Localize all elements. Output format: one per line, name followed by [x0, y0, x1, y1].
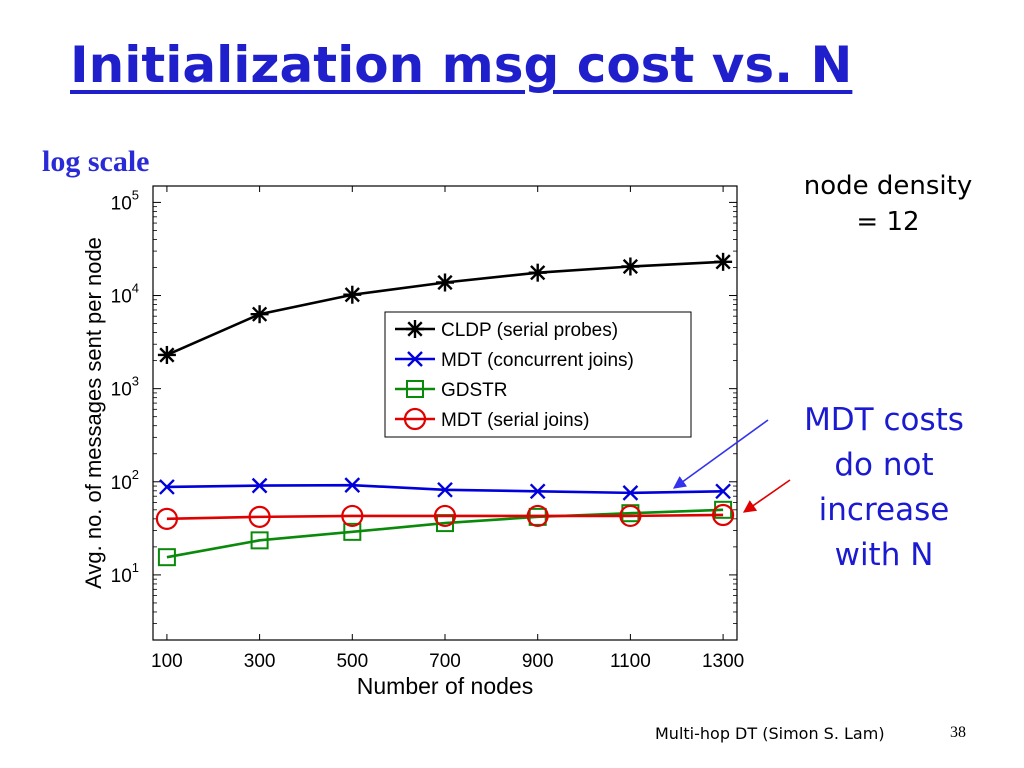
data-point-mdt-serial-joins: [433, 504, 457, 528]
legend-label-mdt-concurrent-joins: MDT (concurrent joins): [441, 350, 634, 371]
log-scale-note: log scale: [42, 145, 150, 178]
data-point-cldp-serial-probes: [250, 305, 269, 324]
y-tick-label: 105: [111, 187, 139, 214]
y-tick-label: 103: [111, 374, 139, 401]
data-point-mdt-serial-joins: [155, 507, 179, 530]
y-tick-label: 102: [111, 467, 139, 494]
data-point-mdt-concurrent-joins: [529, 483, 546, 500]
x-tick-label: 700: [429, 651, 461, 672]
data-point-mdt-serial-joins: [619, 504, 642, 528]
data-point-gdstr: [157, 548, 176, 567]
data-point-cldp-serial-probes: [436, 273, 454, 292]
mdt-callout: MDT costs do not increase with N: [768, 398, 1000, 578]
data-point-cldp-serial-probes: [528, 263, 547, 282]
node-density-line-1: node density: [803, 171, 973, 201]
x-tick-label: 300: [244, 651, 276, 672]
y-tick-label: 104: [111, 281, 139, 308]
x-tick-label: 1300: [702, 651, 744, 672]
series-line-gdstr: [166, 508, 724, 559]
data-point-mdt-concurrent-joins: [437, 481, 453, 498]
callout-arrow-blue: [672, 419, 769, 489]
x-tick-label: 1100: [610, 651, 651, 672]
data-point-mdt-concurrent-joins: [344, 477, 361, 494]
series-line-mdt-serial-joins: [166, 513, 724, 521]
legend-marker-mdt-serial-joins: [403, 407, 427, 431]
legend-label-mdt-serial-joins: MDT (serial joins): [441, 410, 590, 431]
callout-line-3: increase: [818, 492, 950, 528]
callout-arrow-red: [742, 479, 791, 513]
data-point-mdt-concurrent-joins: [159, 479, 175, 495]
data-point-cldp-serial-probes: [157, 345, 176, 364]
x-tick-label: 100: [151, 651, 183, 672]
data-point-mdt-serial-joins: [711, 503, 735, 527]
data-point-cldp-serial-probes: [343, 285, 362, 304]
legend-box: [384, 311, 692, 438]
data-point-mdt-serial-joins: [341, 504, 364, 528]
callout-line-2: do not: [834, 447, 934, 483]
x-tick-label: 500: [336, 651, 368, 672]
data-point-mdt-concurrent-joins: [715, 483, 731, 500]
footer-text: Multi-hop DT (Simon S. Lam): [655, 724, 885, 743]
data-point-mdt-serial-joins: [526, 504, 549, 528]
page-number: 38: [950, 724, 966, 741]
y-axis-label: Avg. no. of messages sent per node: [81, 237, 106, 589]
data-point-mdt-concurrent-joins: [622, 485, 639, 501]
data-point-gdstr: [343, 522, 362, 541]
legend-marker-cldp-serial-probes: [406, 320, 424, 338]
legend-marker-gdstr: [406, 380, 424, 398]
y-tick-label: 101: [111, 560, 139, 587]
slide-title: Initialization msg cost vs. N: [70, 36, 853, 94]
node-density-note: node density = 12: [768, 168, 1008, 240]
x-tick-label: 900: [522, 651, 554, 672]
data-point-mdt-serial-joins: [248, 505, 271, 528]
x-axis-label: Number of nodes: [357, 673, 533, 699]
data-point-cldp-serial-probes: [621, 257, 640, 276]
legend-label-gdstr: GDSTR: [441, 380, 508, 401]
data-point-mdt-concurrent-joins: [251, 477, 268, 494]
callout-line-1: MDT costs: [804, 402, 964, 438]
data-point-cldp-serial-probes: [714, 252, 733, 271]
data-point-gdstr: [250, 531, 269, 550]
node-density-line-2: = 12: [856, 207, 920, 237]
legend-marker-mdt-concurrent-joins: [407, 351, 423, 367]
legend-label-cldp-serial-probes: CLDP (serial probes): [441, 320, 618, 341]
callout-line-4: with N: [834, 537, 934, 573]
